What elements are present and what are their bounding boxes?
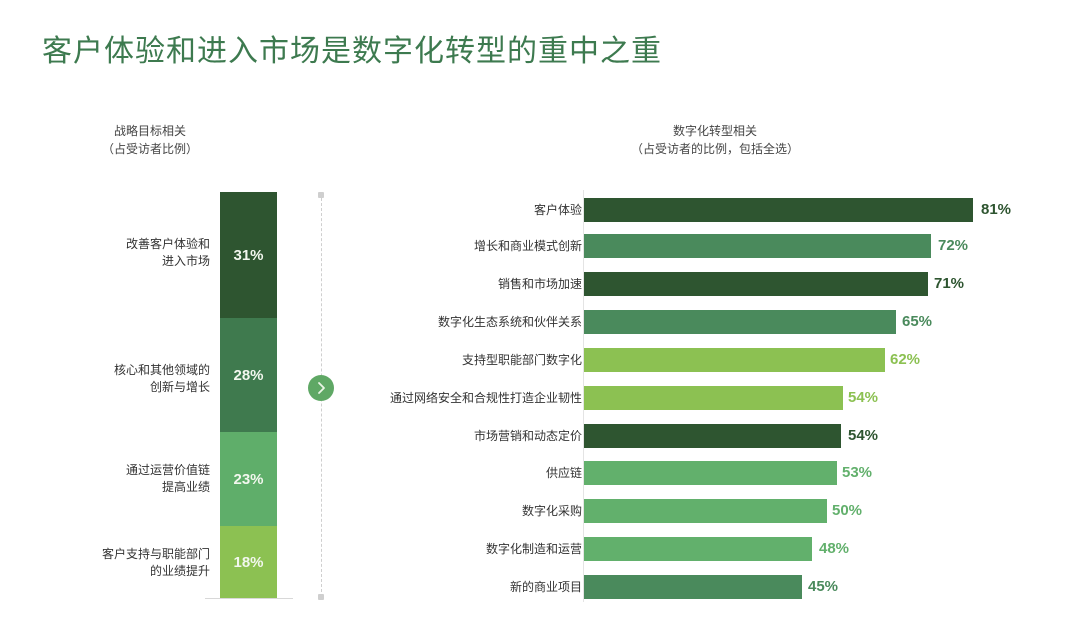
bar-label: 通过网络安全和合规性打造企业韧性 bbox=[389, 391, 582, 405]
bar-value: 53% bbox=[842, 464, 873, 481]
bar bbox=[584, 272, 928, 296]
bar-row: 通过网络安全和合规性打造企业韧性 54% bbox=[0, 386, 1080, 410]
bar-value: 71% bbox=[934, 275, 965, 292]
bar bbox=[584, 234, 931, 258]
bar-value: 65% bbox=[902, 313, 933, 330]
segment-value: 23% bbox=[233, 470, 264, 488]
stack-segment-1: 28% bbox=[220, 318, 277, 432]
divider-end-dot bbox=[318, 192, 324, 198]
bar-label: 增长和商业模式创新 bbox=[473, 239, 582, 253]
bar bbox=[584, 575, 802, 599]
stack-segment-0: 31% bbox=[220, 192, 277, 318]
bar-row: 供应链 53% bbox=[0, 461, 1080, 485]
bar-row: 数字化制造和运营 48% bbox=[0, 537, 1080, 561]
bar-label: 市场营销和动态定价 bbox=[473, 429, 582, 443]
label-line: 核心和其他领域的 bbox=[113, 363, 210, 377]
segment-value: 28% bbox=[233, 366, 264, 384]
label-line: 提高业绩 bbox=[161, 480, 210, 494]
bar bbox=[584, 461, 837, 485]
chevron-right-icon[interactable] bbox=[308, 375, 334, 401]
left-subtitle-line2: （占受访者比例） bbox=[101, 142, 198, 156]
right-chart-subtitle: 数字化转型相关 （占受访者的比例，包括全选） bbox=[590, 122, 840, 158]
stack-segment-3: 18% bbox=[220, 526, 277, 598]
bar-label: 支持型职能部门数字化 bbox=[461, 353, 582, 367]
bar bbox=[584, 310, 896, 334]
bar bbox=[584, 499, 827, 523]
bar-value: 54% bbox=[848, 389, 879, 406]
bar-label: 数字化生态系统和伙伴关系 bbox=[437, 315, 582, 329]
bar-value: 62% bbox=[890, 351, 921, 368]
bar-row: 支持型职能部门数字化 62% bbox=[0, 348, 1080, 372]
y-axis-line bbox=[583, 190, 584, 602]
label-line: 的业绩提升 bbox=[149, 564, 210, 578]
left-chart-subtitle: 战略目标相关 （占受访者比例） bbox=[70, 122, 230, 158]
bar-label: 客户体验 bbox=[533, 203, 582, 217]
bar bbox=[584, 537, 812, 561]
bar-label: 供应链 bbox=[545, 466, 582, 480]
stacked-bar: 31% 28% 23% 18% bbox=[220, 192, 277, 598]
label-line: 创新与增长 bbox=[149, 380, 210, 394]
bar-row: 客户体验 81% bbox=[0, 198, 1080, 222]
stack-segment-2: 23% bbox=[220, 432, 277, 526]
label-line: 通过运营价值链 bbox=[125, 463, 210, 477]
page-title: 客户体验和进入市场是数字化转型的重中之重 bbox=[42, 34, 662, 69]
left-subtitle-line1: 战略目标相关 bbox=[113, 124, 186, 138]
stack-baseline bbox=[205, 598, 293, 599]
bar-value: 45% bbox=[808, 578, 839, 595]
segment-label-1: 核心和其他领域的 创新与增长 bbox=[114, 362, 210, 396]
divider-end-dot bbox=[318, 594, 324, 600]
bar bbox=[584, 386, 843, 410]
segment-label-3: 客户支持与职能部门 的业绩提升 bbox=[102, 546, 210, 580]
bar-value: 48% bbox=[819, 540, 850, 557]
label-line: 客户支持与职能部门 bbox=[101, 547, 210, 561]
bar-value: 81% bbox=[981, 201, 1012, 218]
bar-row: 市场营销和动态定价 54% bbox=[0, 424, 1080, 448]
segment-value: 18% bbox=[233, 553, 264, 571]
bar-label: 新的商业项目 bbox=[509, 580, 582, 594]
bar-row: 数字化采购 50% bbox=[0, 499, 1080, 523]
bar bbox=[584, 424, 841, 448]
bar-value: 72% bbox=[938, 237, 969, 254]
segment-label-2: 通过运营价值链 提高业绩 bbox=[126, 462, 210, 496]
label-line: 改善客户体验和 bbox=[125, 237, 210, 251]
bar bbox=[584, 348, 885, 372]
bar-label: 数字化制造和运营 bbox=[485, 542, 582, 556]
right-subtitle-line1: 数字化转型相关 bbox=[672, 124, 757, 138]
bar-value: 50% bbox=[832, 502, 863, 519]
segment-value: 31% bbox=[233, 246, 264, 264]
bar-row: 销售和市场加速 71% bbox=[0, 272, 1080, 296]
bar-label: 数字化采购 bbox=[521, 504, 582, 518]
bar-label: 销售和市场加速 bbox=[497, 277, 582, 291]
label-line: 进入市场 bbox=[161, 254, 210, 268]
segment-label-0: 改善客户体验和 进入市场 bbox=[126, 236, 210, 270]
bar-row: 新的商业项目 45% bbox=[0, 575, 1080, 599]
bar bbox=[584, 198, 973, 222]
bar-row: 增长和商业模式创新 72% bbox=[0, 234, 1080, 258]
right-subtitle-line2: （占受访者的比例，包括全选） bbox=[630, 142, 799, 156]
bar-row: 数字化生态系统和伙伴关系 65% bbox=[0, 310, 1080, 334]
bar-value: 54% bbox=[848, 427, 879, 444]
